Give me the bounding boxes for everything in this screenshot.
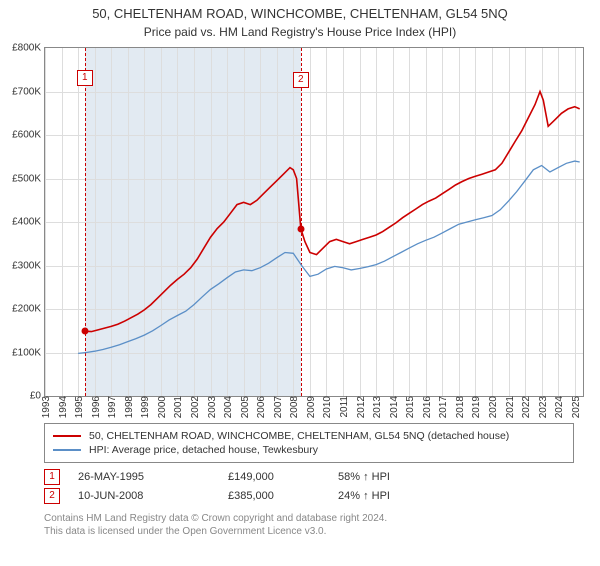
x-axis-label: 2013	[372, 396, 383, 418]
x-axis-label: 2019	[471, 396, 482, 418]
legend-swatch	[53, 435, 81, 437]
chart-title: 50, CHELTENHAM ROAD, WINCHCOMBE, CHELTEN…	[0, 6, 600, 21]
x-axis-label: 2012	[356, 396, 367, 418]
x-axis-label: 2015	[405, 396, 416, 418]
footer-attribution: Contains HM Land Registry data © Crown c…	[44, 512, 574, 538]
x-axis-label: 2018	[455, 396, 466, 418]
legend-item: 50, CHELTENHAM ROAD, WINCHCOMBE, CHELTEN…	[53, 430, 565, 442]
x-axis-label: 2004	[223, 396, 234, 418]
x-axis-label: 2010	[322, 396, 333, 418]
x-axis-label: 2008	[289, 396, 300, 418]
x-axis-label: 2024	[554, 396, 565, 418]
x-axis-label: 2009	[306, 396, 317, 418]
legend-label: 50, CHELTENHAM ROAD, WINCHCOMBE, CHELTEN…	[89, 430, 509, 442]
sale-price: £385,000	[228, 490, 338, 502]
chart-series	[45, 48, 583, 396]
x-axis-label: 2003	[207, 396, 218, 418]
x-axis-label: 2002	[190, 396, 201, 418]
x-axis-label: 2005	[240, 396, 251, 418]
legend-label: HPI: Average price, detached house, Tewk…	[89, 444, 318, 456]
sale-hpi-delta: 58% ↑ HPI	[338, 471, 574, 483]
x-axis-label: 2007	[273, 396, 284, 418]
legend: 50, CHELTENHAM ROAD, WINCHCOMBE, CHELTEN…	[44, 423, 574, 463]
sales-table: 1 26-MAY-1995£149,00058% ↑ HPI 2 10-JUN-200…	[44, 469, 574, 504]
sale-date: 26-MAY-1995	[78, 471, 228, 483]
y-axis-label: £400K	[12, 217, 41, 228]
x-axis-label: 1997	[107, 396, 118, 418]
x-axis-label: 2017	[438, 396, 449, 418]
x-axis-label: 2014	[389, 396, 400, 418]
x-axis-label: 1999	[140, 396, 151, 418]
x-axis-label: 2025	[571, 396, 582, 418]
footer-line: Contains HM Land Registry data © Crown c…	[44, 512, 574, 525]
sale-row: 1 26-MAY-1995£149,00058% ↑ HPI	[44, 469, 574, 485]
footer-line: This data is licensed under the Open Gov…	[44, 525, 574, 538]
x-axis-label: 2021	[505, 396, 516, 418]
y-axis-label: £0	[30, 391, 41, 402]
x-axis-label: 1995	[74, 396, 85, 418]
series-property	[85, 92, 580, 332]
sale-price: £149,000	[228, 471, 338, 483]
line-chart: £0£100K£200K£300K£400K£500K£600K£700K£80…	[44, 47, 584, 417]
y-axis-label: £700K	[12, 86, 41, 97]
chart-subtitle: Price paid vs. HM Land Registry's House …	[0, 25, 600, 39]
x-axis-label: 2016	[422, 396, 433, 418]
sale-date: 10-JUN-2008	[78, 490, 228, 502]
x-axis-label: 1994	[58, 396, 69, 418]
x-axis-label: 2011	[339, 396, 350, 418]
legend-item: HPI: Average price, detached house, Tewk…	[53, 444, 565, 456]
y-axis-label: £800K	[12, 43, 41, 54]
sale-id-box: 1	[44, 469, 60, 485]
x-axis-label: 1998	[124, 396, 135, 418]
sale-hpi-delta: 24% ↑ HPI	[338, 490, 574, 502]
y-axis-label: £200K	[12, 304, 41, 315]
x-axis-label: 2006	[256, 396, 267, 418]
sale-row: 2 10-JUN-2008£385,00024% ↑ HPI	[44, 488, 574, 504]
x-axis-label: 2023	[538, 396, 549, 418]
y-axis-label: £100K	[12, 347, 41, 358]
y-axis-label: £500K	[12, 173, 41, 184]
x-axis-label: 1996	[91, 396, 102, 418]
y-axis-label: £600K	[12, 130, 41, 141]
series-hpi	[78, 161, 580, 353]
x-axis-label: 2020	[488, 396, 499, 418]
legend-swatch	[53, 449, 81, 451]
x-axis-label: 2000	[157, 396, 168, 418]
x-axis-label: 2001	[173, 396, 184, 418]
x-axis-label: 1993	[41, 396, 52, 418]
x-axis-label: 2022	[521, 396, 532, 418]
y-axis-label: £300K	[12, 260, 41, 271]
sale-id-box: 2	[44, 488, 60, 504]
